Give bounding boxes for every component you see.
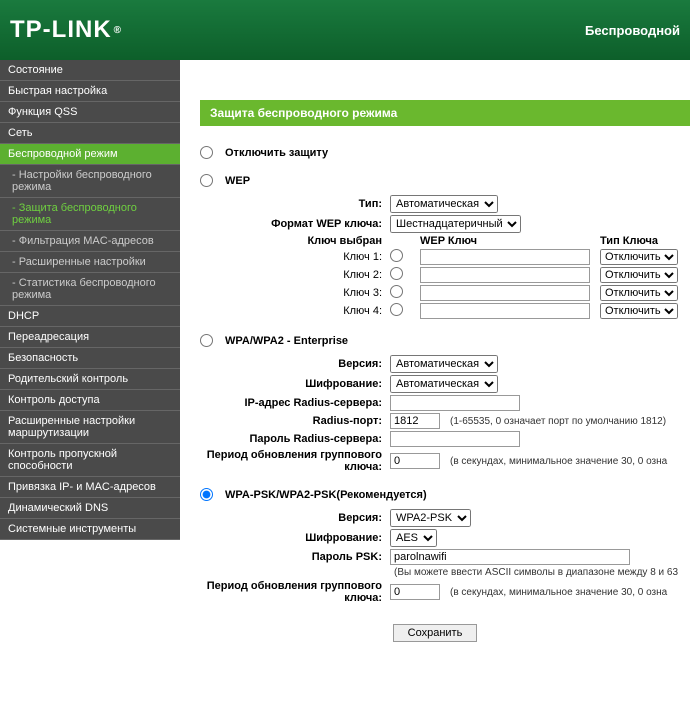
- sidebar-item[interactable]: Контроль доступа: [0, 390, 180, 411]
- sidebar-subitem[interactable]: - Расширенные настройки: [0, 252, 180, 273]
- security-disable-radio[interactable]: [200, 146, 213, 159]
- header: TP-LINK® Беспроводной: [0, 0, 690, 60]
- page-title: Защита беспроводного режима: [200, 100, 690, 126]
- sidebar-item[interactable]: Системные инструменты: [0, 519, 180, 540]
- disable-security-label: Отключить защиту: [225, 147, 328, 159]
- wep-key-type-select[interactable]: Отключить: [600, 285, 678, 301]
- wep-key-row: Ключ 3: Отключить: [200, 285, 690, 301]
- sidebar-item[interactable]: Сеть: [0, 123, 180, 144]
- security-enterprise-radio[interactable]: [200, 334, 213, 347]
- wep-format-select[interactable]: Шестнадцатеричный: [390, 215, 521, 233]
- wep-key-type-select[interactable]: Отключить: [600, 267, 678, 283]
- sidebar-subitem[interactable]: - Статистика беспроводного режима: [0, 273, 180, 306]
- ent-rekey-input[interactable]: [390, 453, 440, 469]
- psk-version-select[interactable]: WPA2-PSK: [390, 509, 471, 527]
- ent-version-select[interactable]: Автоматическая: [390, 355, 498, 373]
- security-psk-radio[interactable]: [200, 488, 213, 501]
- wep-key-input[interactable]: [420, 303, 590, 319]
- psk-cipher-label: Шифрование:: [200, 532, 390, 544]
- wep-key-radio[interactable]: [390, 249, 403, 262]
- sidebar-item[interactable]: Быстрая настройка: [0, 81, 180, 102]
- wep-title: WEP: [225, 175, 250, 187]
- psk-title: WPA-PSK/WPA2-PSK(Рекомендуется): [225, 489, 427, 501]
- sidebar-item[interactable]: Функция QSS: [0, 102, 180, 123]
- wep-key-input[interactable]: [420, 267, 590, 283]
- ent-radius-pw-label: Пароль Radius-сервера:: [200, 433, 390, 445]
- ent-radius-ip-input[interactable]: [390, 395, 520, 411]
- wep-key-type-select[interactable]: Отключить: [600, 303, 678, 319]
- sidebar-item[interactable]: Расширенные настройки маршрутизации: [0, 411, 180, 444]
- sidebar-item[interactable]: Родительский контроль: [0, 369, 180, 390]
- wep-key-input[interactable]: [420, 249, 590, 265]
- wep-selected-header: Ключ выбран: [200, 235, 390, 247]
- save-button[interactable]: Сохранить: [393, 624, 478, 642]
- sidebar-item[interactable]: Состояние: [0, 60, 180, 81]
- wep-key-input[interactable]: [420, 285, 590, 301]
- wep-type-select[interactable]: Автоматическая: [390, 195, 498, 213]
- sidebar-item[interactable]: Контроль пропускной способности: [0, 444, 180, 477]
- ent-radius-port-hint: (1-65535, 0 означает порт по умолчанию 1…: [450, 416, 666, 427]
- ent-rekey-label: Период обновления группового ключа:: [200, 449, 390, 473]
- sidebar-item[interactable]: Переадресация: [0, 327, 180, 348]
- psk-rekey-hint: (в секундах, минимальное значение 30, 0 …: [450, 587, 667, 598]
- wep-key-label: Ключ 2:: [200, 269, 390, 281]
- sidebar: СостояниеБыстрая настройкаФункция QSSСет…: [0, 60, 180, 662]
- wep-key-type-select[interactable]: Отключить: [600, 249, 678, 265]
- sidebar-item[interactable]: DHCP: [0, 306, 180, 327]
- psk-rekey-input[interactable]: [390, 584, 440, 600]
- ent-version-label: Версия:: [200, 358, 390, 370]
- psk-cipher-select[interactable]: AES: [390, 529, 437, 547]
- security-wep-radio[interactable]: [200, 174, 213, 187]
- wep-key-row: Ключ 2: Отключить: [200, 267, 690, 283]
- psk-pw-hint: (Вы можете ввести ASCII символы в диапаз…: [394, 567, 678, 578]
- psk-version-label: Версия:: [200, 512, 390, 524]
- header-title: Беспроводной: [585, 23, 680, 38]
- ent-rekey-hint: (в секундах, минимальное значение 30, 0 …: [450, 456, 667, 467]
- sidebar-subitem[interactable]: - Защита беспроводного режима: [0, 198, 180, 231]
- sidebar-item[interactable]: Беспроводной режим: [0, 144, 180, 165]
- wep-key-label: Ключ 3:: [200, 287, 390, 299]
- logo: TP-LINK®: [10, 16, 122, 44]
- psk-pw-label: Пароль PSK:: [200, 551, 390, 563]
- ent-cipher-select[interactable]: Автоматическая: [390, 375, 498, 393]
- wep-format-label: Формат WEP ключа:: [200, 218, 390, 230]
- wep-key-label: Ключ 1:: [200, 251, 390, 263]
- wep-key-radio[interactable]: [390, 303, 403, 316]
- wep-key-radio[interactable]: [390, 285, 403, 298]
- wep-key-label: Ключ 4:: [200, 305, 390, 317]
- wep-key-radio[interactable]: [390, 267, 403, 280]
- ent-radius-port-input[interactable]: [390, 413, 440, 429]
- sidebar-subitem[interactable]: - Настройки беспроводного режима: [0, 165, 180, 198]
- wep-key-header: WEP Ключ: [420, 235, 600, 247]
- sidebar-item[interactable]: Привязка IP- и MAC-адресов: [0, 477, 180, 498]
- content: Защита беспроводного режима Отключить за…: [180, 60, 690, 662]
- ent-cipher-label: Шифрование:: [200, 378, 390, 390]
- psk-rekey-label: Период обновления группового ключа:: [200, 580, 390, 604]
- ent-radius-pw-input[interactable]: [390, 431, 520, 447]
- ent-radius-port-label: Radius-порт:: [200, 415, 390, 427]
- psk-pw-input[interactable]: [390, 549, 630, 565]
- wep-key-row: Ключ 4: Отключить: [200, 303, 690, 319]
- sidebar-item[interactable]: Безопасность: [0, 348, 180, 369]
- sidebar-item[interactable]: Динамический DNS: [0, 498, 180, 519]
- sidebar-subitem[interactable]: - Фильтрация MAC-адресов: [0, 231, 180, 252]
- enterprise-title: WPA/WPA2 - Enterprise: [225, 335, 348, 347]
- wep-type-header: Тип Ключа: [600, 235, 690, 247]
- ent-radius-ip-label: IP-адрес Radius-сервера:: [200, 397, 390, 409]
- wep-type-label: Тип:: [200, 198, 390, 210]
- wep-key-row: Ключ 1: Отключить: [200, 249, 690, 265]
